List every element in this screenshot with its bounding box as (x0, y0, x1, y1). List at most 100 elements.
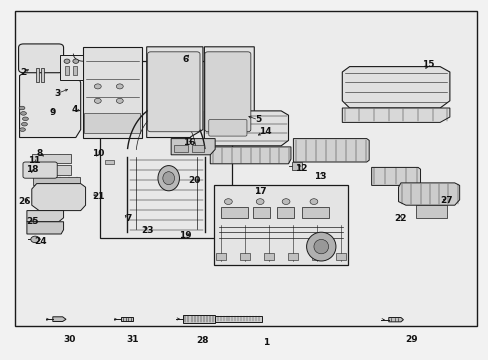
Ellipse shape (22, 117, 28, 121)
Ellipse shape (73, 59, 79, 63)
Ellipse shape (256, 199, 264, 204)
Ellipse shape (116, 98, 123, 103)
Text: 19: 19 (179, 231, 191, 240)
Bar (335, 253, 345, 260)
Polygon shape (171, 139, 215, 155)
Text: 26: 26 (18, 197, 31, 206)
Polygon shape (27, 222, 63, 234)
Bar (105, 160, 114, 164)
Bar (73, 66, 77, 75)
Text: 13: 13 (313, 172, 326, 181)
Bar (65, 66, 69, 75)
Ellipse shape (313, 239, 328, 254)
Ellipse shape (94, 98, 101, 103)
Ellipse shape (282, 199, 289, 204)
Bar (41, 68, 43, 82)
Bar (32, 165, 71, 175)
Bar (216, 253, 225, 260)
Text: 23: 23 (141, 226, 154, 235)
Ellipse shape (20, 112, 26, 115)
Text: 4: 4 (71, 105, 78, 114)
Ellipse shape (21, 122, 27, 126)
Text: 25: 25 (26, 217, 39, 226)
Bar (191, 145, 203, 152)
Ellipse shape (163, 172, 174, 185)
Text: 28: 28 (196, 336, 209, 345)
FancyBboxPatch shape (204, 52, 250, 132)
Ellipse shape (20, 128, 25, 131)
Text: 8: 8 (37, 149, 43, 158)
Text: 27: 27 (439, 196, 452, 205)
Ellipse shape (306, 232, 335, 261)
Polygon shape (204, 111, 288, 146)
Polygon shape (121, 317, 133, 321)
Polygon shape (32, 184, 85, 211)
Bar (415, 205, 447, 218)
Bar (84, 113, 140, 133)
Polygon shape (210, 147, 290, 164)
Text: 5: 5 (255, 115, 261, 125)
Bar (215, 316, 261, 322)
Text: 2: 2 (20, 68, 26, 77)
Ellipse shape (309, 199, 317, 204)
Ellipse shape (116, 84, 123, 89)
Bar (301, 207, 328, 218)
Polygon shape (398, 183, 459, 205)
Polygon shape (83, 47, 142, 138)
Bar (60, 55, 83, 80)
FancyBboxPatch shape (23, 162, 57, 178)
Ellipse shape (224, 199, 232, 204)
Polygon shape (27, 211, 63, 222)
Bar (173, 145, 188, 152)
Ellipse shape (19, 106, 25, 110)
Bar (252, 207, 269, 218)
Bar (32, 154, 71, 163)
Text: 14: 14 (258, 127, 271, 136)
Text: 3: 3 (55, 89, 61, 98)
Text: 18: 18 (25, 165, 38, 174)
Ellipse shape (64, 59, 70, 63)
FancyBboxPatch shape (147, 52, 200, 132)
Bar (277, 207, 294, 218)
Text: 6: 6 (183, 55, 188, 64)
Polygon shape (53, 317, 66, 321)
Bar (240, 253, 249, 260)
Text: 15: 15 (421, 60, 433, 69)
Text: 10: 10 (91, 149, 104, 158)
Bar (36, 68, 39, 82)
Ellipse shape (31, 236, 40, 243)
Polygon shape (342, 67, 449, 108)
Text: 29: 29 (405, 335, 417, 343)
Polygon shape (146, 47, 203, 138)
Text: 1: 1 (263, 338, 269, 347)
FancyBboxPatch shape (19, 44, 63, 73)
Ellipse shape (158, 166, 179, 191)
Bar (213, 185, 347, 265)
Polygon shape (371, 167, 420, 185)
Bar (287, 253, 297, 260)
Ellipse shape (94, 84, 101, 89)
Bar (100, 61, 232, 238)
Text: 12: 12 (295, 164, 307, 174)
Text: 30: 30 (63, 335, 76, 343)
Text: 31: 31 (126, 335, 139, 343)
Text: 24: 24 (34, 237, 46, 246)
Polygon shape (204, 47, 254, 138)
FancyBboxPatch shape (208, 120, 246, 136)
Text: 9: 9 (49, 108, 56, 117)
Text: 22: 22 (393, 214, 406, 223)
Bar (292, 162, 302, 170)
Bar (15, 11, 476, 326)
Text: 16: 16 (183, 138, 195, 147)
Text: 11: 11 (28, 156, 41, 165)
Bar (183, 315, 215, 323)
Text: 20: 20 (187, 176, 200, 185)
Polygon shape (20, 65, 81, 138)
Polygon shape (388, 318, 403, 322)
Bar (33, 177, 80, 185)
Bar (311, 253, 321, 260)
Bar (264, 253, 273, 260)
Polygon shape (293, 139, 368, 162)
Polygon shape (342, 108, 449, 122)
Bar (221, 207, 247, 218)
